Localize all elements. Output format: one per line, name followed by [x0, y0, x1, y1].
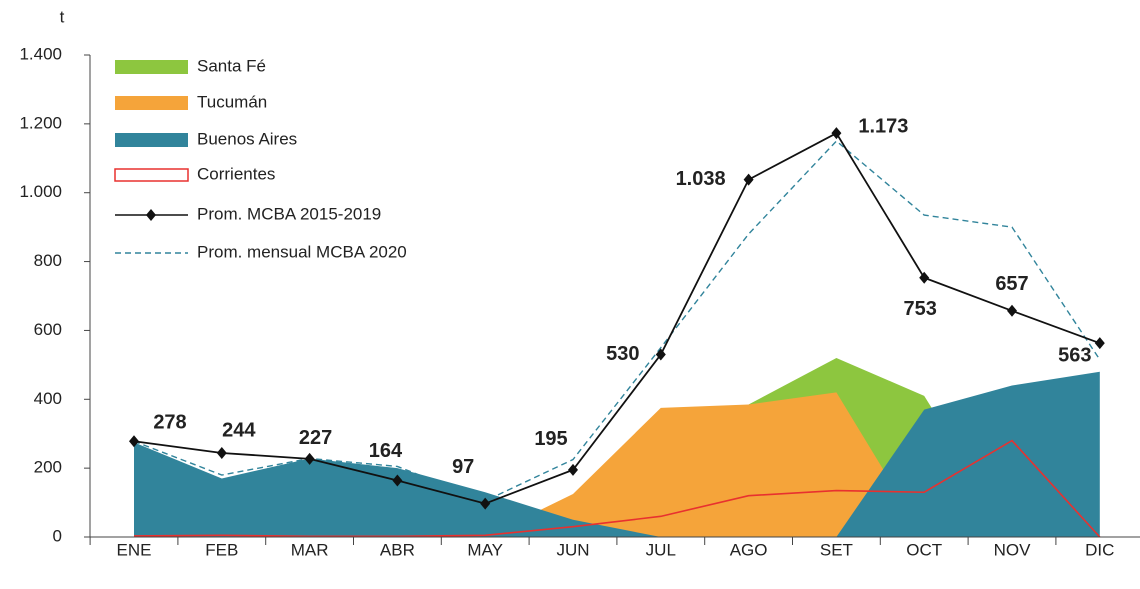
legend-label: Prom. MCBA 2015-2019 [197, 204, 381, 223]
x-tick-label: OCT [906, 540, 942, 559]
area [134, 392, 1100, 537]
marker [216, 446, 227, 459]
line [133, 131, 1101, 505]
x-tick-label: NOV [994, 540, 1032, 559]
x-tick-label: MAY [467, 540, 503, 559]
legend-label: Corrientes [197, 164, 275, 183]
marker [655, 348, 666, 361]
legend-swatch [115, 60, 188, 74]
data-label: 1.038 [676, 168, 726, 190]
x-tick-label: JUL [646, 540, 676, 559]
marker [392, 474, 403, 487]
y-tick-label: 400 [34, 389, 62, 408]
data-label: 164 [369, 440, 403, 462]
marker [304, 452, 315, 465]
data-label: 657 [995, 273, 1028, 295]
x-tick-label: SET [820, 540, 853, 559]
line [133, 439, 1101, 538]
x-tick-label: ABR [380, 540, 415, 559]
y-tick-label: 600 [34, 320, 62, 339]
marker [1094, 337, 1105, 350]
y-tick-label: 800 [34, 251, 62, 270]
data-label: 530 [606, 343, 639, 365]
y-tick-label: 1.000 [19, 182, 62, 201]
line [133, 140, 1101, 502]
data-label: 278 [153, 412, 186, 434]
marker [480, 497, 491, 510]
x-tick-label: MAR [291, 540, 329, 559]
legend-label: Buenos Aires [197, 129, 297, 148]
x-tick-label: AGO [730, 540, 768, 559]
x-tick-label: JUN [556, 540, 589, 559]
y-tick-label: 0 [53, 526, 62, 545]
x-tick-label: ENE [117, 540, 152, 559]
legend-label: Prom. mensual MCBA 2020 [197, 242, 407, 261]
legend-swatch [114, 168, 189, 182]
legend-swatch [115, 133, 188, 147]
y-tick-label: 1.400 [19, 44, 62, 63]
marker [1007, 304, 1017, 317]
legend-label: Santa Fé [197, 56, 266, 75]
y-axis-label: t [60, 7, 65, 26]
legend-swatch [115, 96, 188, 110]
data-label: 1.173 [858, 115, 908, 137]
y-tick-label: 1.200 [19, 113, 62, 132]
legend-label: Tucumán [197, 92, 267, 111]
marker [129, 435, 139, 448]
y-tick-label: 200 [34, 458, 62, 477]
marker [919, 271, 930, 284]
data-label: 195 [534, 428, 567, 450]
x-tick-label: DIC [1085, 540, 1114, 559]
data-label: 97 [452, 456, 474, 478]
marker [743, 173, 754, 186]
area [134, 371, 1100, 537]
marker [568, 463, 578, 476]
marker [831, 127, 842, 140]
data-label: 753 [904, 298, 937, 320]
data-label: 244 [222, 419, 256, 441]
data-label: 563 [1058, 344, 1091, 366]
data-label: 227 [299, 427, 332, 449]
x-tick-label: FEB [205, 540, 238, 559]
legend-marker [146, 209, 156, 221]
